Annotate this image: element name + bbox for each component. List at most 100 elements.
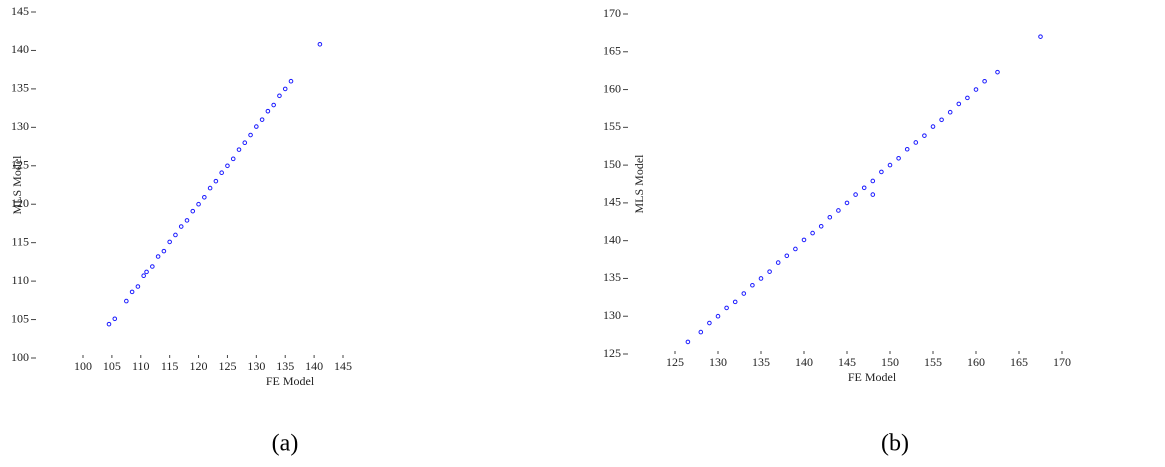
point [870, 192, 876, 197]
y-tick-label: 125 [11, 158, 29, 172]
caption: (a) [272, 431, 299, 457]
y-tick-label: 170 [603, 6, 621, 20]
point [236, 147, 242, 152]
x-tick-label: 130 [247, 359, 265, 373]
point [844, 200, 850, 206]
point [724, 305, 729, 311]
x-tick-label: 150 [881, 355, 899, 369]
y-tick-label: 145 [603, 195, 621, 209]
x-tick-label: 110 [132, 359, 150, 373]
y-tick-label: 150 [603, 157, 621, 171]
point [254, 124, 259, 129]
point [184, 218, 190, 223]
point [793, 246, 798, 252]
x-tick-label: 145 [838, 355, 856, 369]
y-tick-label: 160 [603, 81, 621, 95]
point [277, 93, 282, 99]
point [922, 133, 927, 138]
point [248, 132, 253, 138]
point [879, 169, 884, 175]
y-tick-label: 140 [11, 42, 29, 56]
point [939, 117, 944, 123]
y-tick-label: 110 [11, 273, 29, 287]
y-tick-label: 140 [603, 232, 621, 246]
point [810, 230, 815, 236]
point [913, 140, 919, 145]
x-axis-label: FE Model [266, 374, 315, 388]
point [155, 254, 161, 259]
point [887, 162, 893, 168]
y-tick-label: 100 [11, 350, 29, 364]
y-tick-label: 115 [11, 234, 29, 248]
y-tick-label: 130 [11, 119, 29, 133]
point [124, 298, 129, 304]
point [230, 156, 236, 162]
point [112, 316, 118, 322]
x-tick-label: 105 [103, 359, 121, 373]
point [225, 163, 230, 169]
point [827, 214, 833, 220]
y-axis-label: MLS Model [632, 154, 646, 214]
y-axis-label: MLS Model [10, 155, 24, 215]
x-tick-label: 140 [305, 359, 323, 373]
x-axis-label: FE Model [848, 370, 897, 384]
x-tick-label: 120 [190, 359, 208, 373]
y-tick-label: 130 [603, 308, 621, 322]
point [995, 69, 1000, 75]
point [167, 239, 172, 245]
point [129, 289, 135, 295]
point [106, 321, 112, 327]
point [732, 299, 738, 305]
x-tick-label: 115 [161, 359, 179, 373]
x-tick-label: 160 [967, 355, 985, 369]
x-tick-label: 145 [334, 359, 352, 373]
x-tick-label: 130 [709, 355, 727, 369]
point [715, 313, 721, 319]
point [259, 117, 265, 122]
point [207, 185, 213, 191]
point [271, 102, 276, 108]
point [870, 178, 876, 184]
y-tick-label: 135 [603, 270, 621, 284]
point [173, 232, 178, 238]
point [896, 156, 901, 161]
point [965, 95, 970, 101]
caption: (b) [881, 431, 909, 457]
point [861, 185, 867, 191]
point [161, 248, 167, 254]
x-tick-label: 155 [924, 355, 942, 369]
point [750, 282, 755, 288]
point [317, 41, 323, 47]
point [150, 264, 155, 269]
point [930, 124, 936, 129]
x-tick-label: 100 [74, 359, 92, 373]
point [190, 208, 196, 214]
point [282, 86, 288, 92]
point [818, 224, 824, 229]
point [707, 320, 712, 326]
point [758, 276, 764, 281]
point [801, 237, 807, 243]
point [265, 108, 271, 114]
point [242, 140, 248, 146]
point [202, 195, 207, 200]
point [853, 192, 858, 197]
point [956, 101, 962, 107]
point [141, 273, 146, 279]
point [144, 269, 149, 275]
x-tick-label: 170 [1053, 355, 1071, 369]
y-tick-label: 145 [11, 4, 29, 18]
point [213, 178, 219, 184]
y-tick-label: 135 [11, 81, 29, 95]
point [947, 109, 953, 115]
point [178, 224, 184, 229]
y-tick-label: 125 [603, 346, 621, 360]
point [836, 208, 841, 213]
point [135, 284, 141, 289]
x-tick-label: 140 [795, 355, 813, 369]
point [982, 78, 987, 84]
point [973, 87, 979, 92]
x-tick-label: 125 [218, 359, 236, 373]
y-tick-label: 165 [603, 44, 621, 58]
